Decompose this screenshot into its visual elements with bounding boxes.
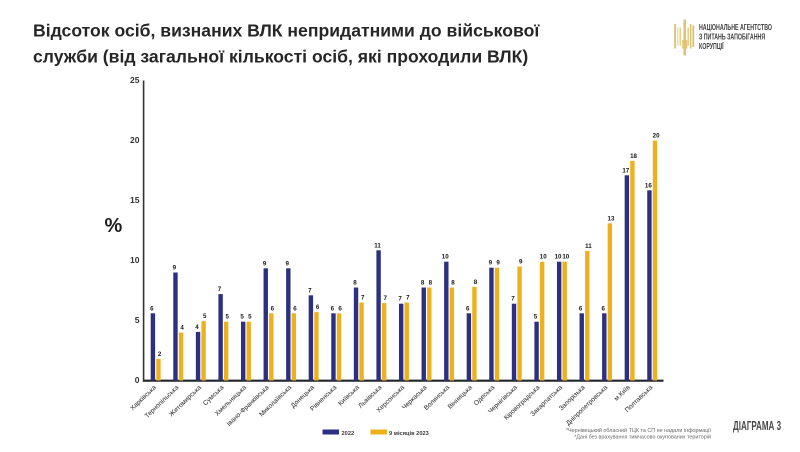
svg-text:7: 7 <box>398 296 402 303</box>
svg-text:18: 18 <box>630 153 637 160</box>
svg-text:5: 5 <box>203 313 207 320</box>
svg-text:7: 7 <box>308 287 312 294</box>
svg-text:служби (від загальної кількост: служби (від загальної кількості осіб, як… <box>33 46 528 66</box>
svg-text:9: 9 <box>489 260 493 267</box>
svg-text:20: 20 <box>653 133 660 140</box>
svg-text:9 місяців 2023: 9 місяців 2023 <box>389 431 429 437</box>
svg-text:10: 10 <box>555 254 562 261</box>
svg-text:НАЦІОНАЛЬНЕ АГЕНТСТВО: НАЦІОНАЛЬНЕ АГЕНТСТВО <box>699 24 772 32</box>
svg-text:6: 6 <box>271 305 275 312</box>
svg-text:9: 9 <box>496 260 500 267</box>
svg-text:5: 5 <box>226 314 230 321</box>
svg-text:2: 2 <box>158 351 162 358</box>
svg-text:6: 6 <box>316 304 320 311</box>
svg-text:8: 8 <box>451 280 455 287</box>
svg-text:6: 6 <box>331 305 335 312</box>
svg-text:17: 17 <box>622 167 629 174</box>
svg-text:З ПИТАНЬ ЗАПОБІГАННЯ: З ПИТАНЬ ЗАПОБІГАННЯ <box>699 33 765 41</box>
svg-text:7: 7 <box>361 295 365 302</box>
svg-text:15: 15 <box>130 195 140 205</box>
svg-text:11: 11 <box>374 242 381 249</box>
svg-text:20: 20 <box>130 135 140 145</box>
svg-text:*Дані без врахування тимчасово: *Дані без врахування тимчасово окуповани… <box>574 434 711 441</box>
svg-text:Відсоток осіб, визнаних ВЛК не: Відсоток осіб, визнаних ВЛК непридатними… <box>33 20 540 40</box>
svg-text:8: 8 <box>353 280 357 287</box>
svg-text:6: 6 <box>601 305 605 312</box>
svg-text:*Чернівецький обласний ТЦК та: *Чернівецький обласний ТЦК та СП не нада… <box>566 427 712 434</box>
svg-text:9: 9 <box>173 265 177 272</box>
svg-text:10: 10 <box>442 254 449 261</box>
svg-text:9: 9 <box>263 260 267 267</box>
svg-text:2022: 2022 <box>342 431 355 437</box>
svg-text:11: 11 <box>585 243 592 250</box>
svg-text:7: 7 <box>511 296 515 303</box>
svg-text:9: 9 <box>519 259 523 266</box>
svg-text:6: 6 <box>338 305 342 312</box>
svg-text:7: 7 <box>218 286 222 293</box>
svg-text:7: 7 <box>406 295 410 302</box>
svg-text:25: 25 <box>130 75 140 85</box>
svg-text:%: % <box>105 215 123 237</box>
svg-text:6: 6 <box>466 305 470 312</box>
svg-text:ДІАГРАМА 3: ДІАГРАМА 3 <box>733 419 781 433</box>
svg-text:4: 4 <box>195 324 199 331</box>
svg-text:6: 6 <box>293 305 297 312</box>
svg-text:8: 8 <box>474 279 478 286</box>
svg-text:6: 6 <box>150 305 154 312</box>
svg-text:5: 5 <box>240 314 244 321</box>
svg-text:16: 16 <box>645 182 652 189</box>
svg-text:5: 5 <box>135 315 140 325</box>
svg-text:10: 10 <box>130 255 140 265</box>
svg-text:6: 6 <box>579 305 583 312</box>
svg-text:13: 13 <box>608 215 615 222</box>
svg-text:КОРУПЦІЇ: КОРУПЦІЇ <box>699 42 724 51</box>
svg-text:0: 0 <box>135 375 140 385</box>
svg-text:10: 10 <box>540 254 547 261</box>
svg-text:7: 7 <box>384 295 388 302</box>
svg-text:10: 10 <box>562 254 569 261</box>
svg-text:8: 8 <box>421 280 425 287</box>
svg-text:5: 5 <box>534 314 538 321</box>
svg-text:4: 4 <box>180 325 184 332</box>
svg-text:5: 5 <box>248 314 252 321</box>
svg-text:8: 8 <box>429 280 433 287</box>
svg-text:9: 9 <box>285 260 289 267</box>
